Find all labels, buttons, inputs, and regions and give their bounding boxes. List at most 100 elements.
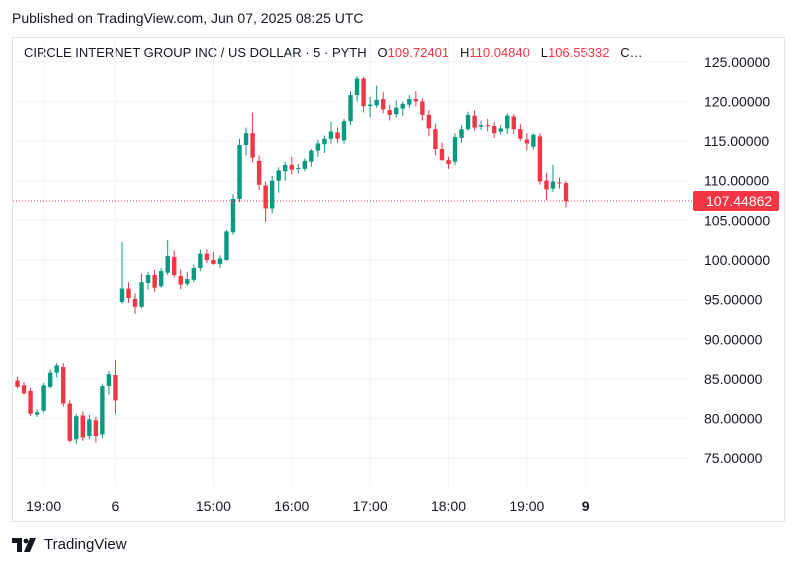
candle bbox=[478, 120, 484, 130]
candle bbox=[426, 110, 432, 137]
candle bbox=[165, 240, 170, 276]
candle-body bbox=[400, 103, 405, 109]
candle-body bbox=[165, 256, 170, 273]
candle bbox=[237, 138, 242, 203]
last-price-label: 107.44862 bbox=[706, 193, 772, 209]
candle-body bbox=[505, 115, 510, 129]
candle bbox=[54, 363, 59, 378]
candle-body bbox=[302, 160, 308, 169]
candle-body bbox=[198, 253, 203, 268]
candle bbox=[505, 113, 510, 134]
candle-body bbox=[315, 143, 321, 151]
candle bbox=[217, 255, 223, 268]
candle-body bbox=[152, 275, 157, 288]
candle-body bbox=[557, 182, 562, 184]
candle-body bbox=[413, 99, 419, 102]
time-axis-tick-label: 18:00 bbox=[431, 498, 466, 514]
candle bbox=[28, 387, 33, 417]
candle bbox=[100, 383, 105, 439]
candle-body bbox=[387, 110, 392, 115]
candle bbox=[511, 114, 516, 134]
high-label: H bbox=[459, 45, 470, 60]
candle bbox=[322, 135, 327, 153]
candle bbox=[145, 271, 151, 290]
candle bbox=[276, 167, 281, 193]
candle-body bbox=[61, 367, 66, 404]
candle-body bbox=[446, 160, 451, 165]
candle-body bbox=[263, 185, 268, 209]
candle-body bbox=[211, 260, 216, 264]
candle bbox=[537, 133, 543, 185]
price-axis-tick-label: 115.00000 bbox=[704, 133, 769, 149]
brand-footer[interactable]: TradingView bbox=[12, 536, 127, 553]
candle-body bbox=[276, 170, 281, 181]
price-axis-tick-label: 75.00000 bbox=[704, 450, 763, 466]
candle bbox=[283, 161, 288, 181]
candle-body bbox=[106, 374, 112, 387]
candle-body bbox=[478, 125, 484, 127]
candle bbox=[407, 95, 412, 108]
candle bbox=[302, 158, 308, 172]
candle-body bbox=[452, 137, 458, 162]
candle bbox=[550, 164, 556, 192]
candle bbox=[185, 271, 190, 287]
candle bbox=[387, 104, 392, 121]
candle-body bbox=[34, 412, 40, 415]
candle bbox=[198, 249, 203, 272]
candle bbox=[563, 180, 569, 208]
candle bbox=[420, 98, 425, 121]
candle-body bbox=[237, 145, 242, 199]
candle-body bbox=[41, 385, 46, 411]
candle bbox=[367, 96, 373, 118]
candle bbox=[243, 127, 249, 156]
candle-body bbox=[158, 271, 164, 287]
candles-layer bbox=[15, 76, 569, 444]
candle bbox=[296, 164, 301, 174]
candle-body bbox=[250, 133, 255, 158]
high-value: 110.04840 bbox=[469, 45, 530, 60]
candle-body bbox=[256, 160, 262, 185]
candle bbox=[472, 110, 477, 131]
candle-body bbox=[139, 282, 144, 307]
candle bbox=[348, 91, 353, 126]
chart-frame[interactable] bbox=[12, 37, 785, 522]
last-price-layer: 107.44862 bbox=[13, 190, 779, 211]
symbol-title[interactable]: CIRCLE INTERNET GROUP INC / US DOLLAR · … bbox=[24, 45, 367, 60]
candle-body bbox=[407, 99, 412, 105]
price-axis: 125.00000 120.00000 115.00000 110.00000 105.… bbox=[704, 54, 770, 466]
candle bbox=[433, 123, 438, 156]
candle bbox=[413, 91, 419, 107]
candle bbox=[309, 149, 314, 167]
candle-body bbox=[335, 132, 340, 139]
candle bbox=[361, 76, 366, 113]
close-label: C… bbox=[620, 45, 643, 60]
candle-body bbox=[367, 104, 373, 107]
candle-body bbox=[178, 275, 183, 285]
candle-body bbox=[426, 114, 432, 129]
brand-name: TradingView bbox=[44, 536, 127, 553]
candle-body bbox=[230, 198, 236, 233]
candle-body bbox=[491, 126, 497, 134]
candle-body bbox=[472, 115, 477, 128]
tradingview-logo-icon bbox=[12, 537, 36, 552]
candle bbox=[204, 248, 210, 264]
candle bbox=[15, 376, 20, 389]
candle-body bbox=[54, 365, 59, 373]
candle-body bbox=[204, 253, 210, 261]
candle-body bbox=[172, 256, 177, 276]
price-axis-tick-label: 85.00000 bbox=[704, 371, 763, 387]
time-axis-tick-label: 19:00 bbox=[26, 498, 61, 514]
price-axis-tick-label: 95.00000 bbox=[704, 292, 763, 308]
candle-body bbox=[74, 416, 79, 440]
candle bbox=[518, 123, 523, 142]
candle-body bbox=[309, 150, 314, 162]
candle-body bbox=[498, 128, 503, 132]
candle bbox=[178, 269, 183, 290]
candle bbox=[80, 411, 85, 441]
candle-body bbox=[145, 275, 151, 284]
candle-body bbox=[511, 116, 516, 130]
price-axis-tick-label: 125.00000 bbox=[704, 54, 770, 70]
open-value: 109.72401 bbox=[387, 45, 450, 60]
candle-body bbox=[348, 95, 353, 122]
